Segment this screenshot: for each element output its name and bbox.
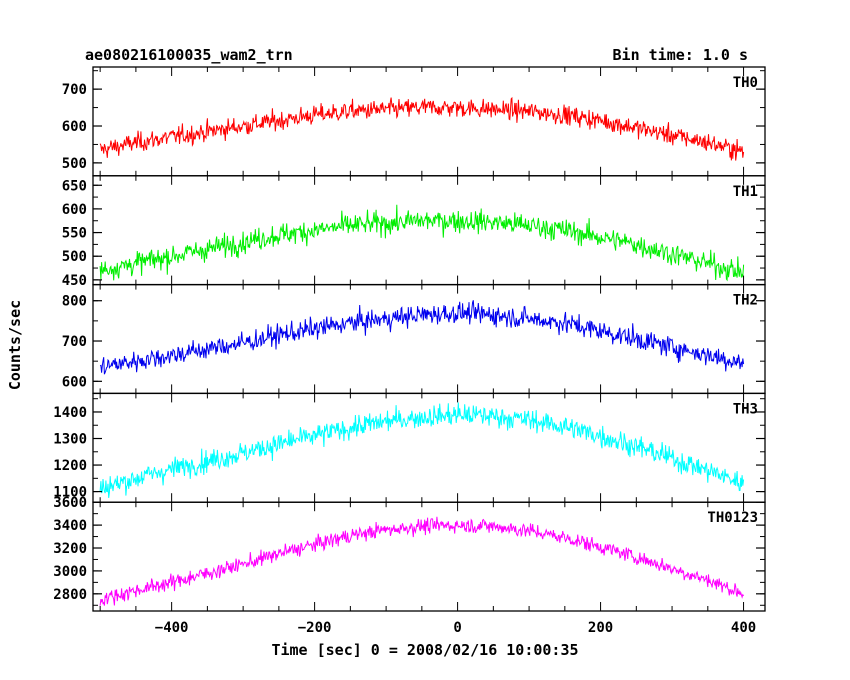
- y-tick-label: 700: [62, 82, 87, 98]
- series-line-th0123: [99, 516, 745, 606]
- x-tick-label: 0: [453, 620, 461, 636]
- panel-frame: [92, 392, 766, 503]
- series-line-th3: [99, 402, 745, 498]
- panels-group: 500 600 700 TH0 450 500 550 600 650 TH1 600 700 800 T…: [53, 66, 766, 612]
- x-axis: −400 −200 0 200 400: [155, 620, 756, 636]
- y-tick-label: 600: [62, 202, 87, 218]
- series-line-th1: [99, 204, 745, 282]
- panel-th0: 500 600 700 TH0: [62, 66, 766, 177]
- y-tick-label: 650: [62, 178, 87, 194]
- bin-time-label: Bin time: 1.0 s: [613, 46, 748, 64]
- y-tick-label: 550: [62, 226, 87, 242]
- panel-label-th3: TH3: [733, 401, 758, 417]
- y-tick-label: 1400: [53, 405, 87, 421]
- panel-th2: 600 700 800 TH2: [62, 283, 766, 395]
- chart-title: ae080216100035_wam2_trn: [85, 46, 293, 64]
- panel-label-th0: TH0: [733, 75, 758, 91]
- y-tick-label: 3200: [53, 541, 87, 557]
- panel-th1: 450 500 550 600 650 TH1: [62, 175, 766, 289]
- panel-frame: [92, 501, 766, 612]
- x-tick-label: −200: [298, 620, 332, 636]
- y-tick-label: 600: [62, 119, 87, 135]
- y-tick-label: 1200: [53, 458, 87, 474]
- x-axis-label: Time [sec] 0 = 2008/02/16 10:00:35: [271, 641, 578, 659]
- y-tick-label: 3400: [53, 518, 87, 534]
- series-line-th0: [99, 96, 745, 161]
- y-tick-label: 700: [62, 334, 87, 350]
- panel-label-th1: TH1: [733, 184, 758, 200]
- y-axis-label: Counts/sec: [6, 300, 24, 390]
- y-tick-label: 500: [62, 249, 87, 265]
- panel-frame: [92, 175, 766, 286]
- panel-label-th0123: TH0123: [707, 510, 758, 526]
- series-line-th2: [99, 300, 745, 375]
- y-tick-label: 500: [62, 156, 87, 172]
- y-tick-label: 2800: [53, 587, 87, 603]
- panel-frame: [92, 283, 766, 395]
- panel-label-th2: TH2: [733, 293, 758, 309]
- y-tick-label: 1300: [53, 432, 87, 448]
- x-tick-label: 400: [731, 620, 756, 636]
- y-tick-label: 600: [62, 374, 87, 390]
- y-tick-label: 3600: [53, 495, 87, 511]
- y-tick-label: 800: [62, 294, 87, 310]
- panel-frame: [92, 66, 766, 177]
- panel-th0123: 2800 3000 3200 3400 3600 TH0123: [53, 495, 766, 612]
- x-tick-label: 200: [588, 620, 613, 636]
- panel-th3: 1100 1200 1300 1400 TH3: [53, 392, 766, 503]
- x-tick-label: −400: [155, 620, 189, 636]
- y-tick-label: 450: [62, 273, 87, 289]
- y-tick-label: 1100: [53, 485, 87, 501]
- y-tick-label: 3000: [53, 564, 87, 580]
